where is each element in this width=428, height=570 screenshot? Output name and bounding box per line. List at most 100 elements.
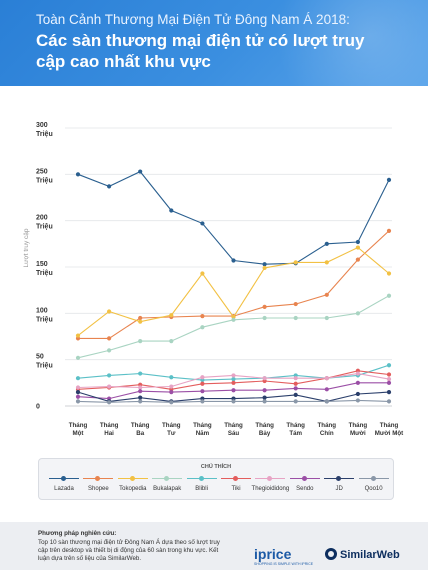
data-point-tiki — [386, 372, 392, 377]
data-point-tokopedia — [386, 271, 392, 276]
legend-label: Lazada — [54, 486, 74, 492]
legend-label: Sendo — [296, 486, 314, 492]
x-tick-label: Tháng Bảy — [255, 422, 274, 437]
header-banner: Toàn Cảnh Thương Mại Điện Tử Đông Nam Á … — [0, 0, 428, 86]
legend-swatch-dot — [336, 476, 342, 481]
legend-label: JD — [335, 486, 343, 492]
header-subtitle: Toàn Cảnh Thương Mại Điện Tử Đông Nam Á … — [36, 12, 350, 27]
data-point-lazada — [262, 262, 267, 267]
data-point-tokopedia — [293, 260, 298, 265]
legend-swatch-dot — [198, 476, 204, 481]
legend-label: Tokopedia — [119, 486, 147, 492]
data-point-shopee — [386, 228, 392, 233]
legend-swatch-dot — [129, 476, 135, 481]
x-tick-label: Tháng Năm — [193, 422, 212, 437]
legend-item-tokopedia: Tokopedia — [116, 475, 150, 495]
data-point-bukalapak — [169, 339, 174, 344]
data-point-bukalapak — [293, 315, 298, 321]
data-point-qoo10 — [324, 399, 329, 404]
data-point-sendo — [231, 388, 236, 393]
legend-swatch-dot — [61, 476, 66, 481]
data-point-lazada — [169, 208, 174, 213]
data-point-blibli — [231, 377, 236, 382]
data-point-sendo — [386, 380, 392, 385]
legend-swatch-dot — [267, 476, 273, 481]
x-tick-label: Tháng Hai — [100, 422, 119, 437]
data-point-lazada — [231, 258, 236, 263]
legend-label: Thegioididong — [251, 486, 290, 492]
data-point-blibli — [107, 373, 112, 378]
data-point-blibli — [386, 363, 392, 368]
data-point-lazada — [386, 177, 392, 182]
x-tick-label: Tháng Ba — [131, 422, 150, 437]
x-tick-label: Tháng Tư — [162, 422, 181, 437]
data-point-sendo — [138, 389, 143, 394]
y-tick-label: 50 Triệu — [36, 354, 53, 370]
data-point-lazada — [324, 241, 329, 246]
data-point-tiki — [200, 381, 205, 386]
x-tick-label: Tháng Sáu — [224, 422, 243, 437]
data-point-sendo — [75, 394, 81, 399]
data-point-shopee — [200, 314, 205, 319]
data-point-bukalapak — [138, 339, 143, 344]
x-tick-label: Tháng Tám — [286, 422, 305, 437]
y-tick-label: 100 Triệu — [36, 307, 53, 323]
data-point-sendo — [324, 387, 329, 392]
data-point-bukalapak — [231, 317, 236, 322]
legend-label: Bukalapak — [153, 486, 182, 492]
data-point-tokopedia — [107, 309, 112, 314]
data-point-lazada — [355, 239, 360, 245]
data-point-tokopedia — [324, 260, 329, 265]
y-tick-label: 200 Triệu — [36, 215, 53, 231]
data-point-shopee — [324, 292, 329, 297]
legend-label: Qoo10 — [364, 486, 383, 492]
data-point-tokopedia — [262, 265, 267, 271]
data-point-sendo — [200, 389, 205, 394]
data-point-jd — [262, 395, 267, 400]
legend-item-qoo10: Qoo10 — [357, 475, 391, 495]
y-tick-label: 250 Triệu — [36, 168, 53, 184]
line-chart: 0 50 Triệu 100 Triệu 150 Triệu 200 Triệu 250 Triệu… — [23, 122, 403, 437]
data-point-jd — [138, 395, 143, 400]
iprice-logo: iprice — [254, 546, 292, 562]
data-point-tokopedia — [355, 245, 360, 250]
series-line-shopee — [78, 230, 390, 339]
header-title: Các sàn thương mại điện tử có lượt truy … — [36, 31, 365, 71]
data-point-qoo10 — [231, 399, 236, 404]
data-point-bukalapak — [107, 348, 112, 353]
data-point-blibli — [75, 376, 81, 381]
data-point-qoo10 — [200, 399, 205, 404]
data-point-bukalapak — [386, 293, 392, 298]
data-point-sendo — [169, 390, 174, 395]
x-tick-label: Tháng Mười — [349, 422, 368, 437]
legend-item-tiki: Tiki — [219, 475, 253, 495]
legend-item-jd: JD — [322, 475, 356, 495]
data-point-blibli — [138, 371, 143, 376]
data-point-lazada — [75, 172, 81, 177]
data-point-jd — [386, 390, 392, 395]
data-point-sendo — [262, 388, 267, 393]
legend-label: Tiki — [231, 486, 241, 492]
legend-swatch-dot — [301, 476, 307, 481]
series-line-lazada — [77, 170, 390, 265]
data-point-jd — [75, 390, 81, 395]
data-point-shopee — [138, 315, 143, 321]
similarweb-icon — [325, 548, 337, 560]
data-point-thegioididong — [262, 376, 267, 381]
data-point-thegioididong — [355, 371, 360, 376]
data-point-tokopedia — [200, 271, 205, 276]
legend-swatch-dot — [164, 476, 170, 481]
data-point-lazada — [200, 221, 205, 226]
y-tick-label: 300 Triệu — [36, 122, 53, 138]
data-point-thegioididong — [169, 384, 174, 389]
legend-swatch-dot — [233, 476, 238, 481]
legend-title: CHÚ THÍCH — [200, 464, 232, 470]
data-point-jd — [355, 391, 360, 397]
y-tick-label: 150 Triệu — [36, 261, 53, 277]
y-axis-label: Lượt truy cập — [23, 228, 30, 267]
data-point-qoo10 — [386, 399, 392, 404]
data-point-thegioididong — [293, 376, 298, 381]
data-point-lazada — [138, 169, 143, 174]
data-point-thegioididong — [138, 385, 143, 390]
data-point-thegioididong — [107, 384, 112, 389]
